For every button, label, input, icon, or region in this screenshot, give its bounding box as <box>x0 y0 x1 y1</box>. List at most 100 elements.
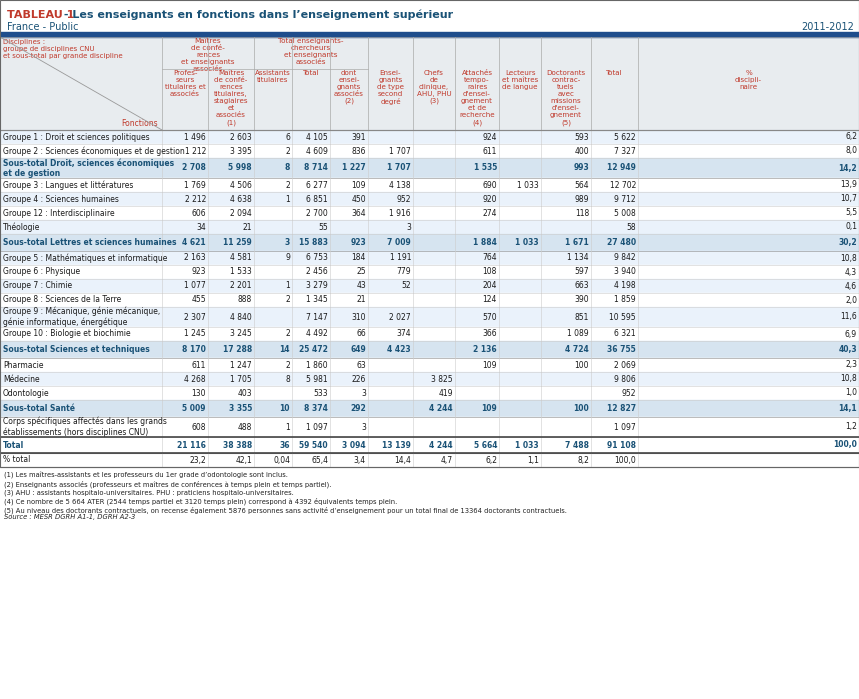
Text: 1 496: 1 496 <box>184 133 206 141</box>
Text: 364: 364 <box>351 208 366 217</box>
Text: 204: 204 <box>483 282 497 291</box>
Bar <box>0 178 859 192</box>
Text: 310: 310 <box>351 312 366 322</box>
Text: 4 268: 4 268 <box>185 375 206 384</box>
Text: %
discipli-
naire: % discipli- naire <box>735 70 762 90</box>
Text: Groupe 5 : Mathématiques et informatique: Groupe 5 : Mathématiques et informatique <box>3 253 168 263</box>
Text: 226: 226 <box>351 375 366 384</box>
Text: Total: Total <box>302 70 320 76</box>
Text: 109: 109 <box>351 180 366 189</box>
Text: dont
ensei-
gnants
associés
(2): dont ensei- gnants associés (2) <box>334 70 364 104</box>
Text: Disciplines :
groupe de disciplines CNU
et sous-total par grande discipline: Disciplines : groupe de disciplines CNU … <box>3 39 123 59</box>
Bar <box>0 0 859 467</box>
Text: 3 940: 3 940 <box>614 268 636 277</box>
Bar <box>0 130 859 144</box>
Text: 14,4: 14,4 <box>394 456 411 465</box>
Text: Groupe 10 : Biologie et biochimie: Groupe 10 : Biologie et biochimie <box>3 329 131 338</box>
Text: 564: 564 <box>575 180 589 189</box>
Text: Groupe 1 : Droit et sciences politiques: Groupe 1 : Droit et sciences politiques <box>3 133 149 141</box>
Text: 8 374: 8 374 <box>304 404 328 413</box>
Text: 58: 58 <box>626 222 636 231</box>
Text: 91 108: 91 108 <box>607 440 636 449</box>
Text: 400: 400 <box>575 147 589 155</box>
Text: 1: 1 <box>285 422 290 431</box>
Text: 1 535: 1 535 <box>473 164 497 173</box>
Text: 6 851: 6 851 <box>307 194 328 203</box>
Text: 100,0: 100,0 <box>833 440 857 449</box>
Bar <box>0 437 859 453</box>
Text: 0,1: 0,1 <box>845 222 857 231</box>
Text: (2) Enseignants associés (professeurs et maîtres de conférences à temps plein et: (2) Enseignants associés (professeurs et… <box>4 480 332 488</box>
Text: Corps spécifiques affectés dans les grands
établissements (hors disciplines CNU): Corps spécifiques affectés dans les gran… <box>3 417 167 438</box>
Text: 109: 109 <box>481 404 497 413</box>
Bar <box>0 279 859 293</box>
Text: Total enseignants-
chercheurs
et enseignants
associés: Total enseignants- chercheurs et enseign… <box>278 38 344 65</box>
Text: 1 705: 1 705 <box>230 375 252 384</box>
Text: 2 094: 2 094 <box>230 208 252 217</box>
Text: 1 033: 1 033 <box>517 180 539 189</box>
Text: 9 806: 9 806 <box>614 375 636 384</box>
Text: 3: 3 <box>406 222 411 231</box>
Text: 593: 593 <box>575 133 589 141</box>
Text: Sous-total Sciences et techniques: Sous-total Sciences et techniques <box>3 345 149 354</box>
Text: 3 245: 3 245 <box>230 329 252 338</box>
Text: 4 638: 4 638 <box>230 194 252 203</box>
Text: 109: 109 <box>483 361 497 370</box>
Text: 1,0: 1,0 <box>845 389 857 398</box>
Text: 2 307: 2 307 <box>184 312 206 322</box>
Text: 12 949: 12 949 <box>607 164 636 173</box>
Text: 4,6: 4,6 <box>845 282 857 291</box>
Text: 4 840: 4 840 <box>230 312 252 322</box>
Text: Groupe 12 : Interdisciplinaire: Groupe 12 : Interdisciplinaire <box>3 208 114 217</box>
Text: 25: 25 <box>356 268 366 277</box>
Text: France - Public: France - Public <box>7 22 78 32</box>
Text: (4) Ce nombre de 5 664 ATER (2544 temps partiel et 3120 temps plein) correspond : (4) Ce nombre de 5 664 ATER (2544 temps … <box>4 498 397 505</box>
Text: 993: 993 <box>573 164 589 173</box>
Text: 2: 2 <box>285 296 290 305</box>
Text: 100: 100 <box>575 361 589 370</box>
Bar <box>0 341 859 358</box>
Text: 3 395: 3 395 <box>230 147 252 155</box>
Text: 2 456: 2 456 <box>307 268 328 277</box>
Text: 923: 923 <box>192 268 206 277</box>
Text: Fonctions: Fonctions <box>121 119 158 128</box>
Text: 920: 920 <box>483 194 497 203</box>
Text: 1 134: 1 134 <box>568 254 589 263</box>
Text: 989: 989 <box>575 194 589 203</box>
Bar <box>0 453 859 467</box>
Text: 1 769: 1 769 <box>184 180 206 189</box>
Text: 25 472: 25 472 <box>299 345 328 354</box>
Text: 292: 292 <box>350 404 366 413</box>
Text: 1 097: 1 097 <box>307 422 328 431</box>
Text: 3,4: 3,4 <box>354 456 366 465</box>
Text: 2,0: 2,0 <box>845 296 857 305</box>
Text: Médecine: Médecine <box>3 375 40 384</box>
Text: 570: 570 <box>483 312 497 322</box>
Text: 1 859: 1 859 <box>614 296 636 305</box>
Text: Sous-total Santé: Sous-total Santé <box>3 404 75 413</box>
Text: 9: 9 <box>285 254 290 263</box>
Text: Chefs
de
clinique,
AHU, PHU
(3): Chefs de clinique, AHU, PHU (3) <box>417 70 451 104</box>
Text: 14,2: 14,2 <box>838 164 857 173</box>
Text: 1 247: 1 247 <box>230 361 252 370</box>
Text: 2: 2 <box>285 180 290 189</box>
Text: 923: 923 <box>350 238 366 247</box>
Text: 2 708: 2 708 <box>182 164 206 173</box>
Bar <box>0 192 859 206</box>
Text: 1 097: 1 097 <box>614 422 636 431</box>
Text: Groupe 6 : Physique: Groupe 6 : Physique <box>3 268 80 277</box>
Text: 11,6: 11,6 <box>840 312 857 322</box>
Text: 952: 952 <box>622 389 636 398</box>
Text: Ensei-
gnants
de type
second
degré: Ensei- gnants de type second degré <box>377 70 404 106</box>
Text: Maîtres
de confé-
rences
et enseignants
associés: Maîtres de confé- rences et enseignants … <box>181 38 235 72</box>
Text: 38 388: 38 388 <box>222 440 252 449</box>
Text: 6 321: 6 321 <box>614 329 636 338</box>
Text: Groupe 2 : Sciences économiques et de gestion: Groupe 2 : Sciences économiques et de ge… <box>3 146 185 156</box>
Text: Total: Total <box>606 70 623 76</box>
Text: Source : MESR DGRH A1-1, DGRH A2-3: Source : MESR DGRH A1-1, DGRH A2-3 <box>4 514 135 521</box>
Text: 1 345: 1 345 <box>307 296 328 305</box>
Text: 403: 403 <box>237 389 252 398</box>
Text: 43: 43 <box>356 282 366 291</box>
Text: 924: 924 <box>483 133 497 141</box>
Text: 4 609: 4 609 <box>306 147 328 155</box>
